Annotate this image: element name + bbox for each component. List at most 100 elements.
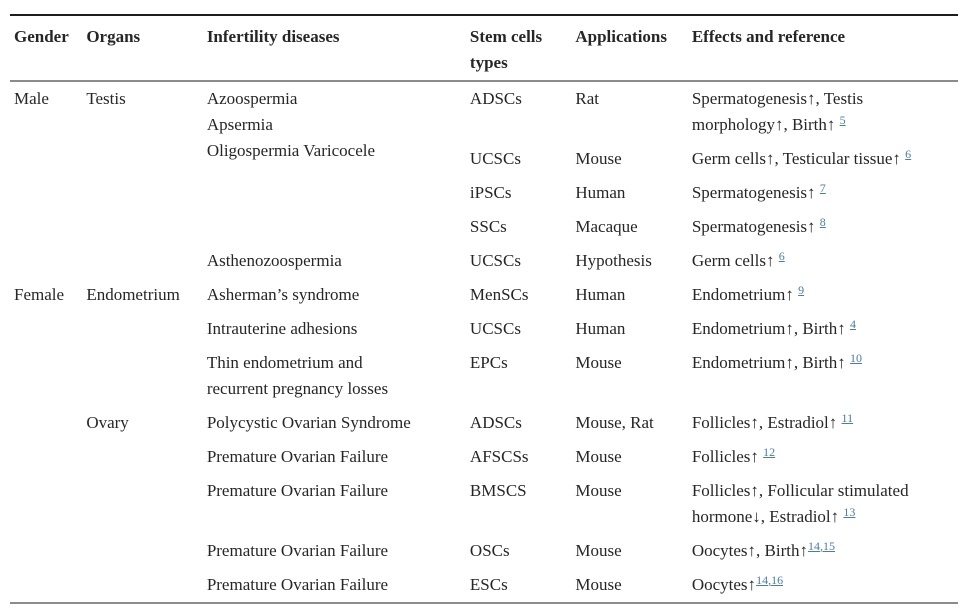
table-row: Premature Ovarian Failure AFSCSs Mouse Foll… [10,440,958,474]
effects-cell: Follicles↑, Estradiol↑ 11 [691,411,854,432]
application-cell: Rat [575,89,599,108]
table-row: Female Endometrium Asherman’s syndrome MenS… [10,278,958,312]
column-header-organs: Organs [86,27,141,46]
reference-superscript: 7 [820,181,826,195]
table-row: UCSCs Mouse Germ cells↑, Testicular tissue… [10,142,958,176]
stem-type-cell: ADSCs [469,89,522,108]
effects-cell: Spermatogenesis↑ 8 [691,215,826,236]
reference-link[interactable]: 6 [778,249,785,263]
application-cell: Mouse [575,575,622,594]
reference-superscript: 13 [843,505,855,519]
reference-link[interactable]: 6 [905,147,912,161]
reference-superscript: 6 [779,249,785,263]
reference-superscript: 10 [850,351,862,365]
application-cell: Mouse [575,149,622,168]
stem-type-cell: MenSCs [469,285,529,304]
reference-superscript: 9 [798,283,804,297]
organ-cell: Testis [86,89,126,108]
reference-superscript: 12 [763,445,775,459]
effects-cell: Spermatogenesis↑ 7 [691,181,826,202]
disease-cell: Premature Ovarian Failure [206,481,389,500]
column-header-diseases: Infertility diseases [206,27,340,46]
application-cell: Macaque [575,217,638,236]
table-row: iPSCs Human Spermatogenesis↑ 7 [10,176,958,210]
gender-cell: Female [14,285,65,304]
disease-cell: Premature Ovarian Failure [206,447,389,466]
stem-type-cell: ESCs [469,575,508,594]
table-row: Ovary Polycystic Ovarian Syndrome ADSCs Mou… [10,406,958,440]
table-header: Gender Organs Infertility diseases Stem cel… [10,15,958,81]
gender-cell: Male [14,89,49,108]
effects-cell: Oocytes↑14,16 [691,573,784,594]
application-cell: Mouse, Rat [575,413,654,432]
reference-link[interactable]: 14 [756,573,769,587]
disease-cell: Azoospermia Apsermia Oligospermia Varicoce… [206,89,376,160]
stem-type-cell: SSCs [469,217,507,236]
table-row: Male Testis Azoospermia Apsermia Oligospermi… [10,81,958,160]
effects-cell: Follicles↑ 12 [691,445,776,466]
stem-type-cell: UCSCs [469,149,521,168]
reference-link[interactable]: 5 [839,113,846,127]
table-row: Intrauterine adhesions UCSCs Human Endometr… [10,312,958,346]
application-cell: Human [575,183,626,202]
table-body: Male Testis Azoospermia Apsermia Oligospermi… [10,81,958,603]
reference-link[interactable]: 7 [819,181,826,195]
column-header-effects: Effects and reference [691,27,846,46]
reference-link[interactable]: 12 [763,445,776,459]
stem-type-cell: UCSCs [469,251,521,270]
reference-comma: , [768,573,772,587]
application-cell: Human [575,285,626,304]
disease-cell: Asthenozoospermia [206,251,342,270]
table-row: Premature Ovarian Failure BMSCS Mouse Folli… [10,474,958,534]
reference-superscript: 8 [820,215,826,229]
reference-link[interactable]: 10 [850,351,863,365]
stem-type-cell: OSCs [469,541,510,560]
effects-cell: Endometrium↑, Birth↑ 4 [691,317,857,338]
table-container: Gender Organs Infertility diseases Stem cel… [10,14,958,604]
stem-type-cell: BMSCS [469,481,527,500]
reference-comma: , [820,539,823,553]
stem-type-cell: ADSCs [469,413,522,432]
effects-cell: Spermatogenesis↑, Testis morphology↑, Bir… [691,89,864,134]
reference-link[interactable]: 8 [819,215,826,229]
reference-superscript: 6 [905,147,911,161]
effects-cell: Oocytes↑, Birth↑14,15 [691,539,835,560]
reference-superscript: 14,16 [756,573,783,587]
reference-link[interactable]: 9 [798,283,805,297]
disease-cell: Polycystic Ovarian Syndrome [206,413,411,432]
reference-superscript: 4 [850,317,856,331]
disease-cell: Premature Ovarian Failure [206,541,389,560]
application-cell: Hypothesis [575,251,652,270]
reference-superscript: 11 [842,411,854,425]
reference-link[interactable]: 14 [808,539,820,553]
table-row: Premature Ovarian Failure ESCs Mouse Oocyte… [10,568,958,603]
application-cell: Mouse [575,541,622,560]
table-row: Asthenozoospermia UCSCs Hypothesis Germ cel… [10,244,958,278]
disease-cell: Thin endometrium and recurrent pregnancy … [206,353,389,398]
table-row: Thin endometrium and recurrent pregnancy … [10,346,958,406]
reference-link[interactable]: 15 [823,539,835,553]
effects-cell: Endometrium↑ 9 [691,283,805,304]
reference-link[interactable]: 4 [850,317,857,331]
stem-type-cell: AFSCSs [469,447,529,466]
reference-link[interactable]: 16 [771,573,784,587]
stem-type-cell: UCSCs [469,319,521,338]
reference-link[interactable]: 13 [843,505,856,519]
organ-cell: Endometrium [86,285,180,304]
reference-superscript: 14,15 [808,539,835,553]
disease-cell: Premature Ovarian Failure [206,575,389,594]
disease-cell: Intrauterine adhesions [206,319,358,338]
application-cell: Mouse [575,481,622,500]
application-cell: Mouse [575,447,622,466]
column-header-gender: Gender [14,27,69,46]
effects-cell: Follicles↑, Follicular stimulated hormone… [691,481,909,526]
stem-cell-infertility-table: Gender Organs Infertility diseases Stem cel… [10,14,958,604]
stem-type-cell: iPSCs [469,183,512,202]
column-header-applications: Applications [575,27,667,46]
effects-cell: Germ cells↑ 6 [691,249,785,270]
effects-cell: Germ cells↑, Testicular tissue↑ 6 [691,147,912,168]
reference-link[interactable]: 11 [841,411,854,425]
table-row: Premature Ovarian Failure OSCs Mouse Oocyte… [10,534,958,568]
table-row: SSCs Macaque Spermatogenesis↑ 8 [10,210,958,244]
effects-cell: Endometrium↑, Birth↑ 10 [691,351,863,372]
